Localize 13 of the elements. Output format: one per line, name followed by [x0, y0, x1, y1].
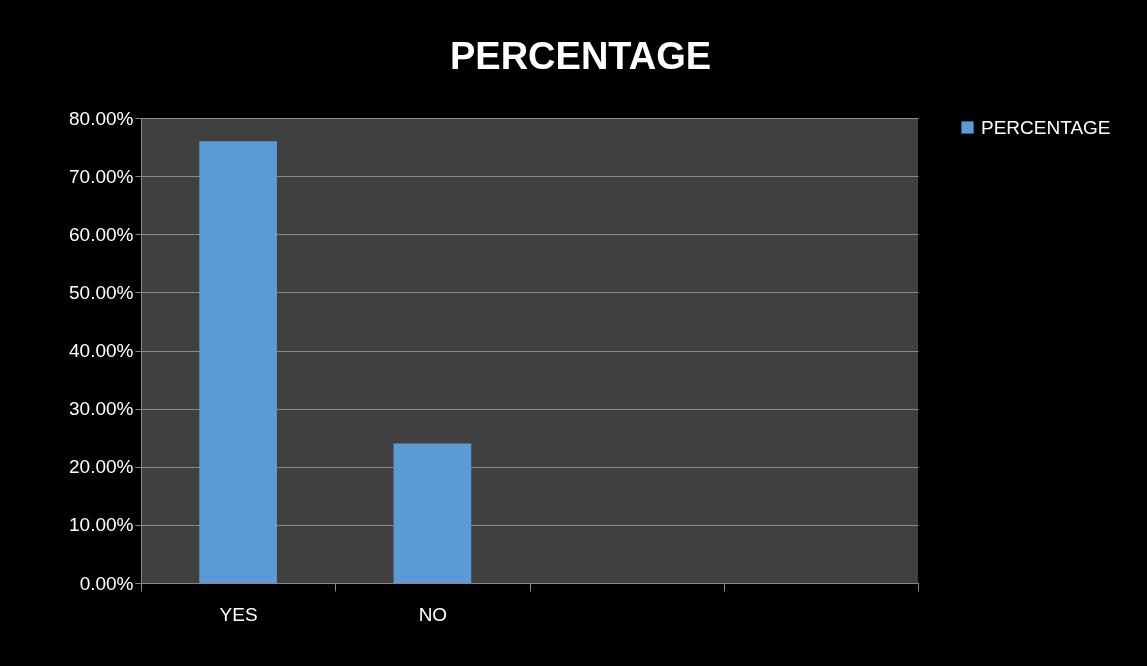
legend-label: PERCENTAGE: [981, 116, 1111, 138]
chart-title: PERCENTAGE: [449, 35, 712, 77]
y-tick-label: 50.00%: [69, 281, 134, 303]
y-tick-label: 30.00%: [69, 398, 134, 420]
y-tick-label: 20.00%: [69, 456, 134, 478]
y-tick-label: 10.00%: [69, 514, 134, 536]
y-tick-label: 60.00%: [69, 223, 134, 245]
x-tick-label: YES: [219, 603, 258, 625]
x-tick-label: NO: [418, 603, 448, 625]
y-tick-label: 70.00%: [69, 165, 134, 187]
y-tick-label: 0.00%: [79, 572, 134, 594]
y-tick-label: 40.00%: [69, 340, 134, 361]
y-tick-label: 80.00%: [69, 107, 134, 129]
